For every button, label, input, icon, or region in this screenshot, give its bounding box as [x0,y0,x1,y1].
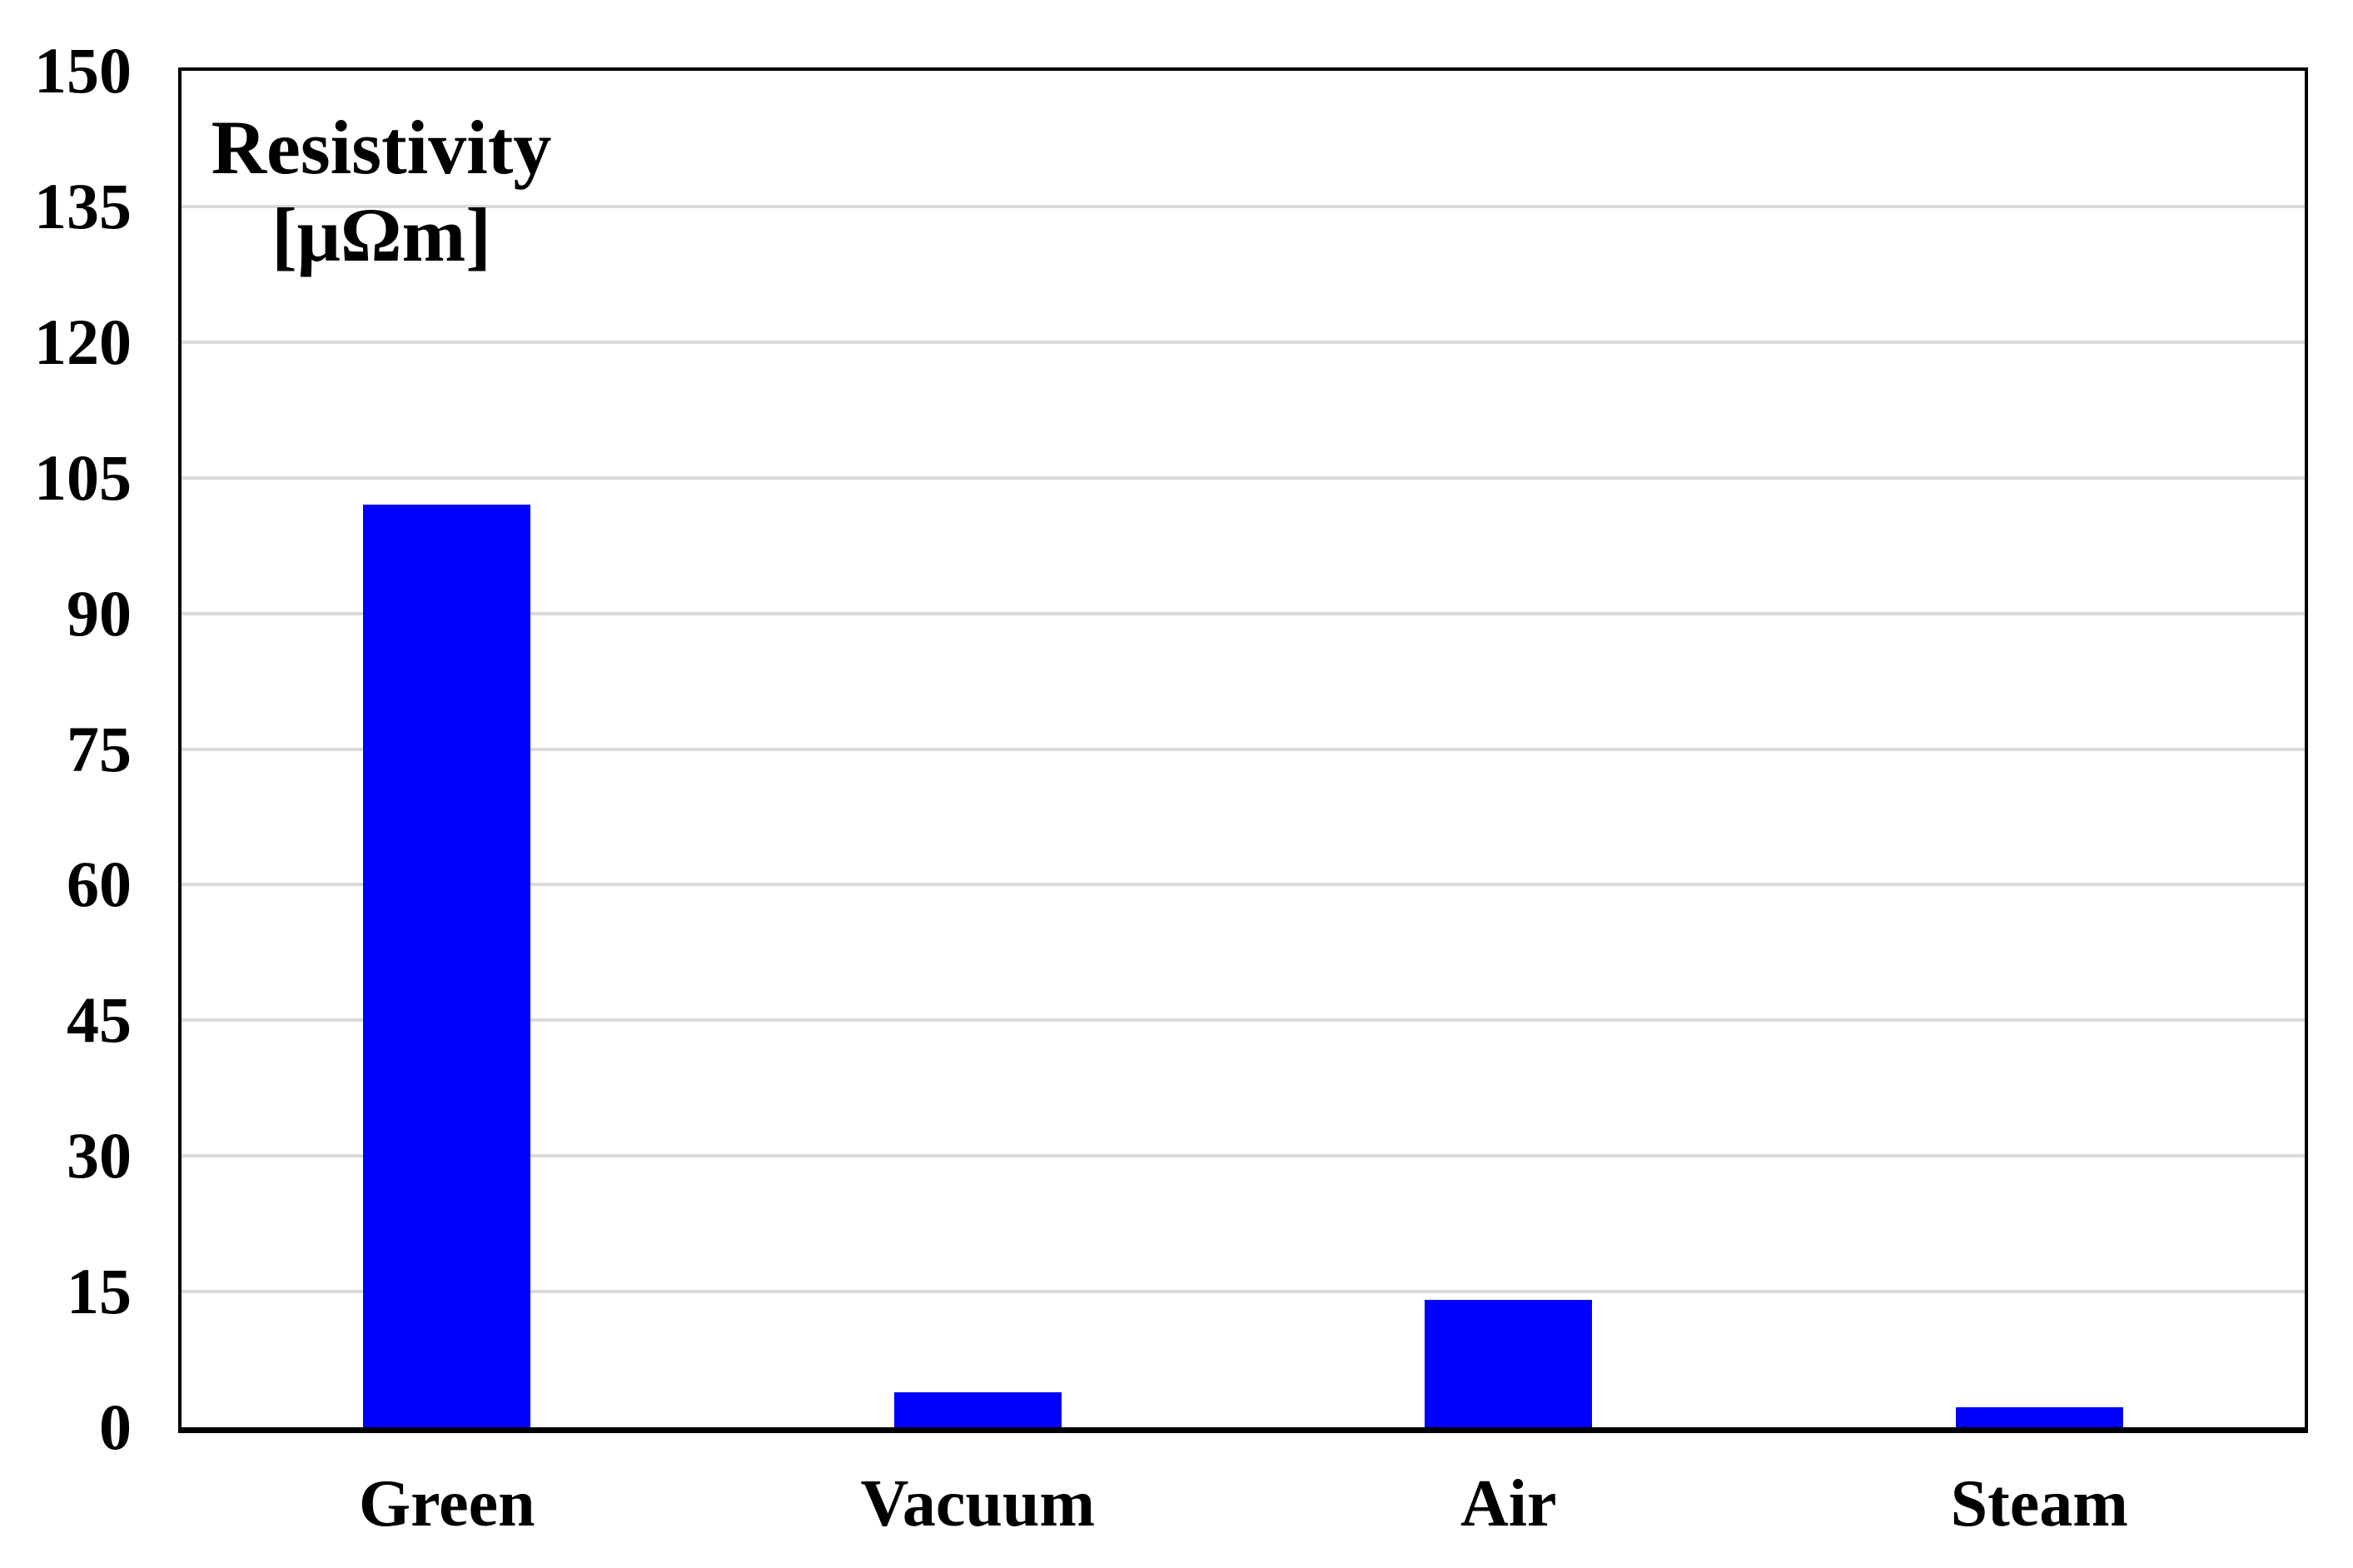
chart-title: Resistivity [μΩm] [206,104,556,279]
gridline [182,883,2305,887]
gridline [182,1154,2305,1158]
y-tick-label: 120 [34,305,132,378]
gridline [182,1290,2305,1294]
y-tick-label: 135 [34,169,132,242]
y-tick-label: 60 [67,848,132,921]
chart-title-line2: [μΩm] [271,192,491,277]
y-tick-label: 30 [67,1119,132,1192]
bar-green [363,505,531,1427]
y-tick-label: 150 [34,34,132,107]
x-category-label: Steam [1950,1467,2128,1541]
y-tick-label: 0 [99,1391,132,1463]
gridline [182,340,2305,344]
bar-vacuum [893,1391,1062,1427]
gridline [182,611,2305,615]
y-tick-label: 15 [67,1255,132,1328]
bar-steam [1955,1407,2123,1427]
x-category-label: Air [1460,1467,1557,1541]
bar-air [1425,1299,1593,1427]
y-tick-label: 75 [67,712,132,785]
x-category-label: Green [358,1467,535,1541]
gridline [182,747,2305,751]
gridline [182,204,2305,208]
y-tick-label: 45 [67,983,132,1057]
x-category-label: Vacuum [860,1467,1096,1541]
gridline [182,475,2305,480]
plot-area: Resistivity [μΩm] [178,67,2308,1433]
chart-title-line1: Resistivity [211,105,552,190]
y-tick-label: 105 [34,441,132,514]
y-tick-label: 90 [67,576,132,650]
gridline [182,1018,2305,1023]
